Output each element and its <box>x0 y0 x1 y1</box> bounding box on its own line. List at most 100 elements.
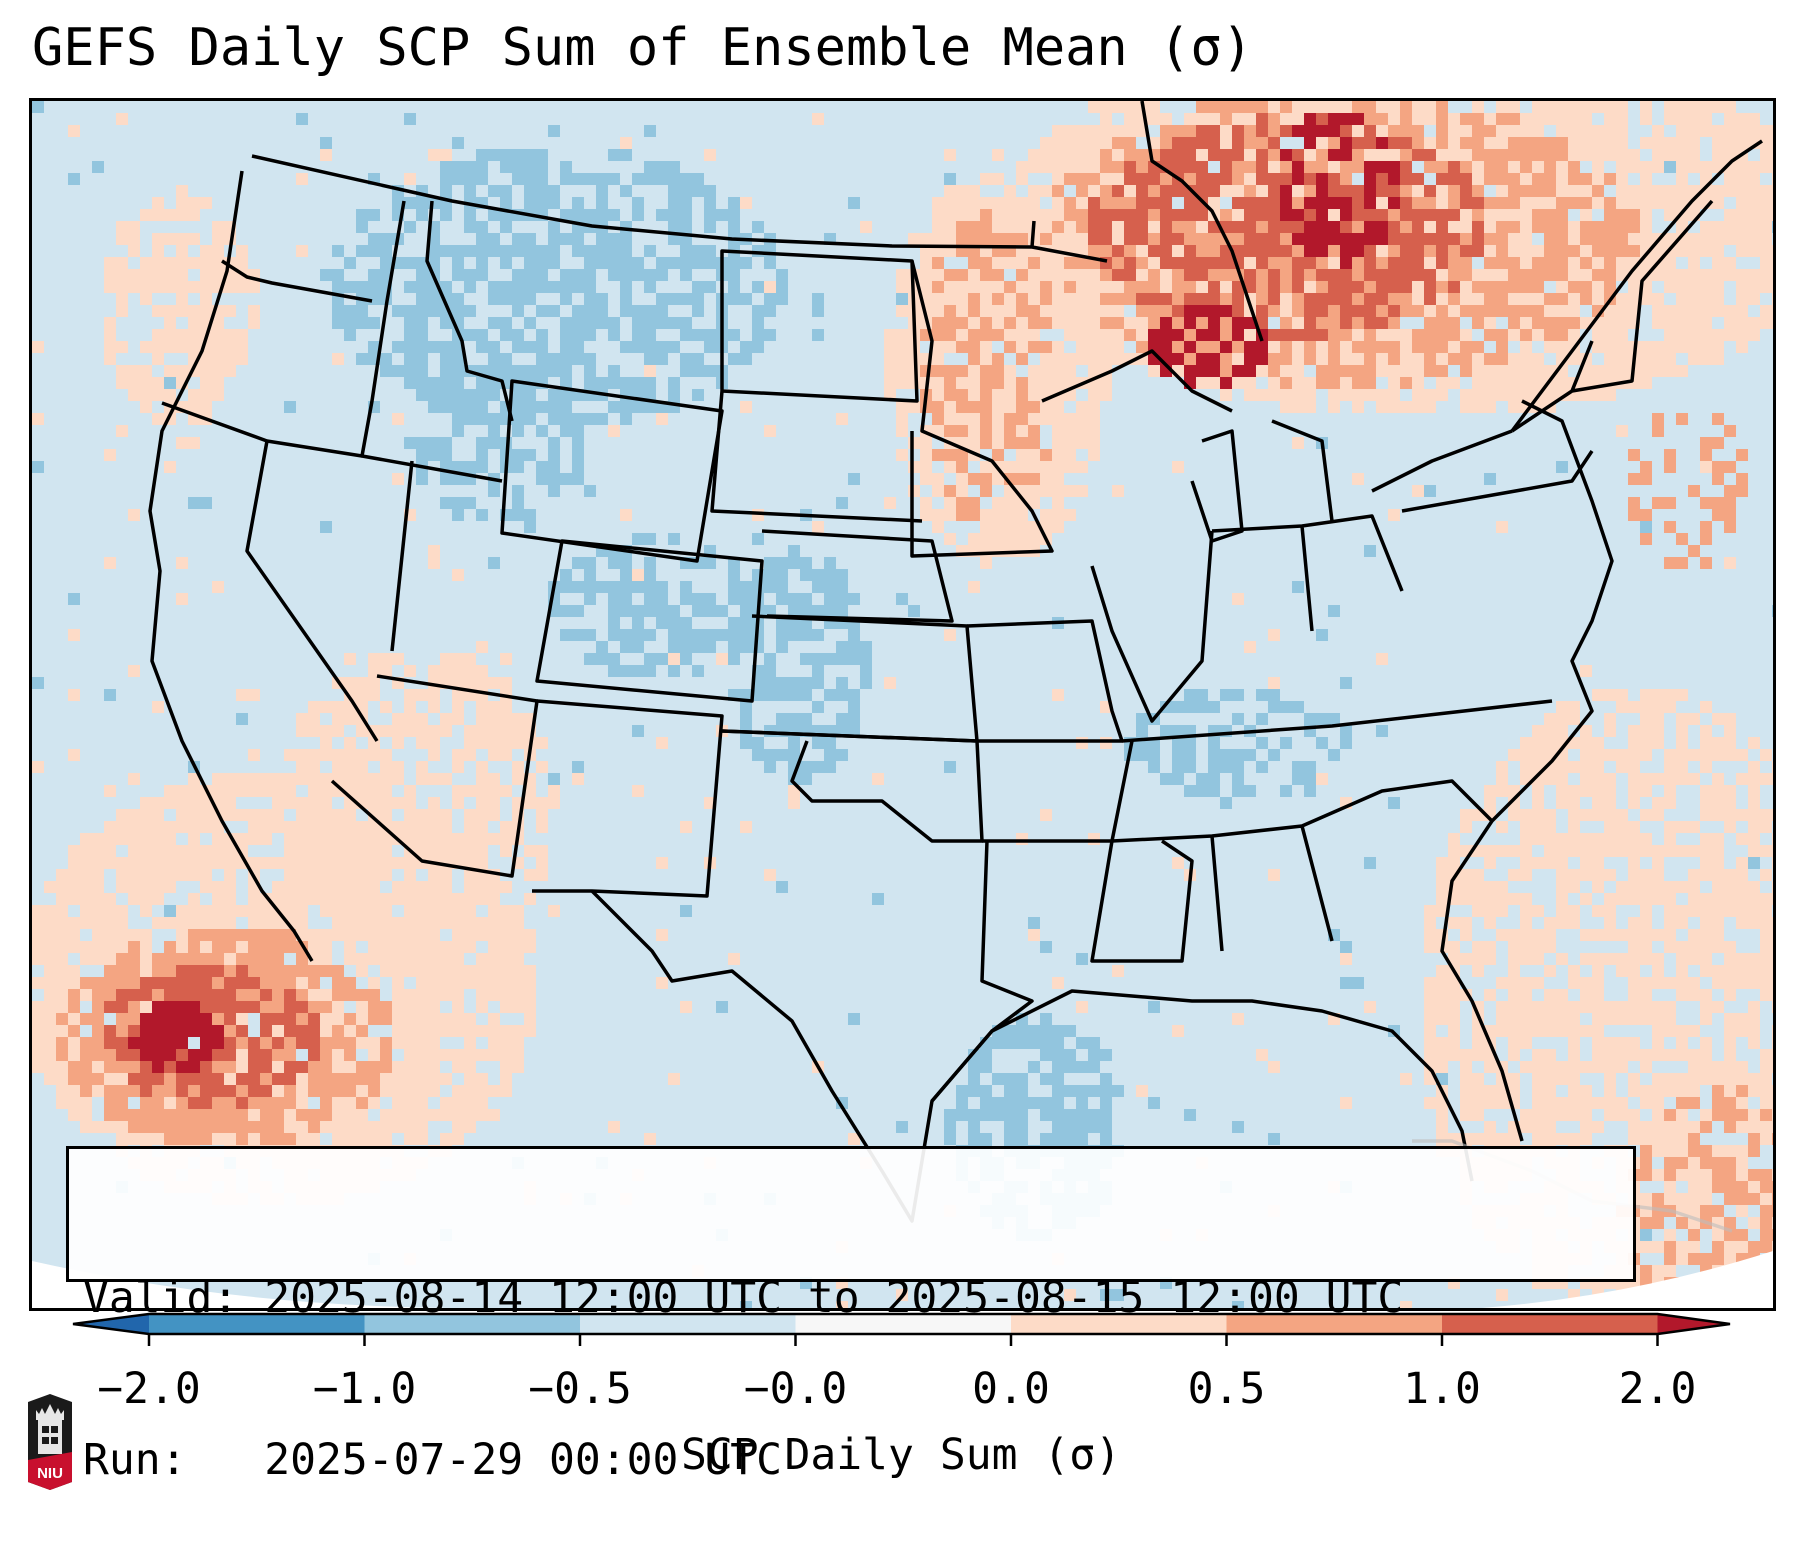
anomaly-cell <box>32 905 44 917</box>
anomaly-cell <box>656 977 668 989</box>
anomaly-cell <box>524 197 536 209</box>
anomaly-cell <box>260 1109 272 1121</box>
anomaly-cell <box>1580 185 1592 197</box>
anomaly-cell <box>704 629 716 641</box>
anomaly-cell <box>1172 233 1184 245</box>
anomaly-cell <box>1052 149 1064 161</box>
anomaly-cell <box>632 269 644 281</box>
anomaly-cell <box>1292 365 1304 377</box>
anomaly-cell <box>224 965 236 977</box>
anomaly-cell <box>1652 197 1664 209</box>
anomaly-cell <box>368 269 380 281</box>
anomaly-cell <box>680 641 692 653</box>
anomaly-cell <box>944 377 956 389</box>
anomaly-cell <box>1592 749 1604 761</box>
anomaly-cell <box>680 221 692 233</box>
anomaly-cell <box>1172 701 1184 713</box>
anomaly-cell <box>1436 893 1448 905</box>
anomaly-cell <box>944 269 956 281</box>
anomaly-cell <box>1136 293 1148 305</box>
anomaly-cell <box>488 413 500 425</box>
anomaly-cell <box>500 185 512 197</box>
anomaly-cell <box>428 725 440 737</box>
anomaly-cell <box>1580 377 1592 389</box>
anomaly-cell <box>236 929 248 941</box>
anomaly-cell <box>1052 401 1064 413</box>
anomaly-cell <box>440 989 452 1001</box>
anomaly-cell <box>416 1085 428 1097</box>
anomaly-cell <box>1628 881 1640 893</box>
anomaly-cell <box>464 965 476 977</box>
anomaly-cell <box>1772 809 1773 821</box>
anomaly-cell <box>872 773 884 785</box>
anomaly-cell <box>356 725 368 737</box>
anomaly-cell <box>1616 809 1628 821</box>
anomaly-cell <box>1148 293 1160 305</box>
anomaly-cell <box>1556 1133 1568 1145</box>
anomaly-cell <box>68 941 80 953</box>
anomaly-cell <box>812 293 824 305</box>
anomaly-cell <box>1724 173 1736 185</box>
anomaly-cell <box>224 953 236 965</box>
anomaly-cell <box>1676 1097 1688 1109</box>
anomaly-cell <box>1724 305 1736 317</box>
anomaly-cell <box>320 1073 332 1085</box>
anomaly-cell <box>1508 1085 1520 1097</box>
anomaly-cell <box>1604 233 1616 245</box>
anomaly-cell <box>1136 725 1148 737</box>
anomaly-cell <box>188 1121 200 1133</box>
anomaly-cell <box>1568 137 1580 149</box>
anomaly-cell <box>236 1001 248 1013</box>
anomaly-cell <box>296 917 308 929</box>
anomaly-cell <box>1532 293 1544 305</box>
anomaly-cell <box>1556 1061 1568 1073</box>
anomaly-cell <box>1088 233 1100 245</box>
anomaly-cell <box>1568 1001 1580 1013</box>
anomaly-cell <box>968 185 980 197</box>
anomaly-cell <box>1088 1085 1100 1097</box>
anomaly-cell <box>1628 785 1640 797</box>
anomaly-cell <box>1556 893 1568 905</box>
anomaly-cell <box>1256 209 1268 221</box>
anomaly-cell <box>1700 281 1712 293</box>
anomaly-cell <box>1580 761 1592 773</box>
anomaly-cell <box>1112 137 1124 149</box>
anomaly-cell <box>1340 725 1352 737</box>
anomaly-cell <box>1184 305 1196 317</box>
anomaly-cell <box>572 341 584 353</box>
anomaly-cell <box>1436 137 1448 149</box>
anomaly-cell <box>1376 221 1388 233</box>
anomaly-cell <box>896 293 908 305</box>
anomaly-cell <box>392 797 404 809</box>
anomaly-cell <box>1604 1109 1616 1121</box>
anomaly-cell <box>164 341 176 353</box>
anomaly-cell <box>956 341 968 353</box>
anomaly-cell <box>1376 305 1388 317</box>
anomaly-cell <box>140 1013 152 1025</box>
anomaly-cell <box>1292 353 1304 365</box>
anomaly-cell <box>356 1013 368 1025</box>
anomaly-cell <box>212 233 224 245</box>
anomaly-cell <box>392 881 404 893</box>
anomaly-cell <box>1640 725 1652 737</box>
anomaly-cell <box>1604 281 1616 293</box>
anomaly-cell <box>1040 1097 1052 1109</box>
anomaly-cell <box>392 1097 404 1109</box>
anomaly-cell <box>344 773 356 785</box>
anomaly-cell <box>1520 353 1532 365</box>
anomaly-cell <box>968 209 980 221</box>
anomaly-cell <box>1448 293 1460 305</box>
anomaly-cell <box>944 209 956 221</box>
anomaly-cell <box>1664 557 1676 569</box>
anomaly-cell <box>1568 917 1580 929</box>
anomaly-cell <box>344 953 356 965</box>
anomaly-cell <box>1064 1133 1076 1145</box>
anomaly-cell <box>212 893 224 905</box>
anomaly-cell <box>1292 233 1304 245</box>
anomaly-cell <box>452 377 464 389</box>
anomaly-cell <box>1640 869 1652 881</box>
anomaly-cell <box>620 665 632 677</box>
anomaly-cell <box>176 293 188 305</box>
anomaly-cell <box>1484 209 1496 221</box>
anomaly-cell <box>1592 137 1604 149</box>
